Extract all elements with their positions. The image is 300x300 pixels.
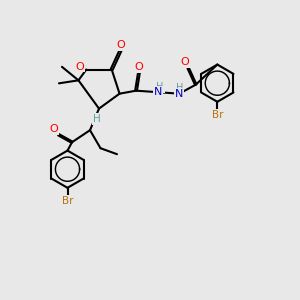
Text: O: O	[116, 40, 125, 50]
Text: O: O	[135, 62, 143, 72]
Text: H: H	[93, 114, 101, 124]
Text: H: H	[176, 83, 183, 93]
Text: Br: Br	[62, 196, 73, 206]
Text: O: O	[75, 61, 84, 71]
Text: H: H	[156, 82, 164, 92]
Text: O: O	[50, 124, 58, 134]
Text: Br: Br	[212, 110, 223, 120]
Text: N: N	[175, 89, 183, 99]
Text: N: N	[154, 87, 162, 97]
Text: O: O	[181, 57, 190, 67]
